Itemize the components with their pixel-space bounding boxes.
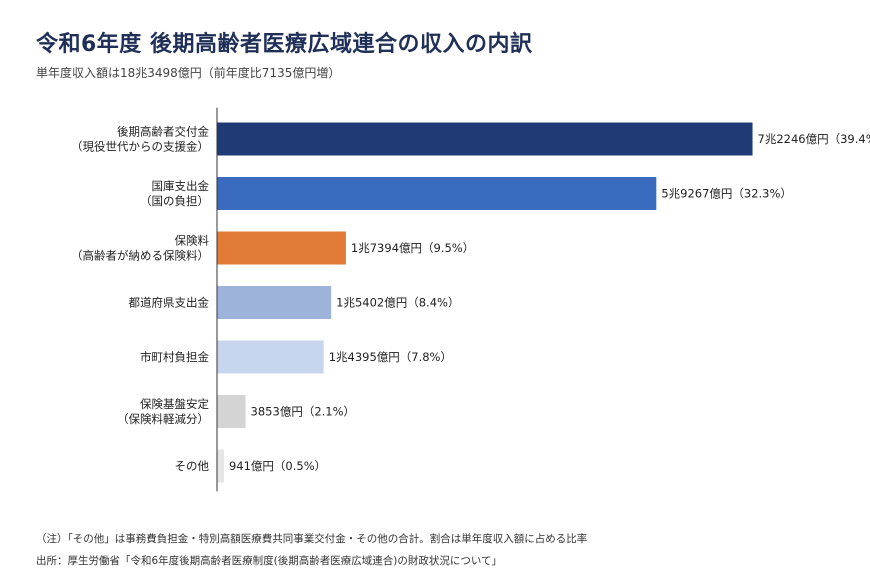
data-label: 3853億円（2.1%） [251,405,355,419]
data-label: 1兆7394億円（9.5%） [351,241,474,255]
chart-subtitle: 単年度収入額は18兆3498億円（前年度比7135億円増） [36,66,341,80]
category-label: その他 [175,459,210,473]
data-label: 1兆5402億円（8.4%） [336,296,459,310]
chart-source: 出所：厚生労働省「令和6年度後期高齢者医療制度(後期高齢者医療広域連合)の財政状… [36,555,503,567]
category-label: 都道府県支出金 [129,296,210,310]
data-label: 1兆4395億円（7.8%） [329,350,452,364]
category-label: （国の負担） [140,194,209,208]
chart-footnote: （注）「その他」は事務費負担金・特別高額医療費共同事業交付金・その他の合計。割合… [36,533,588,545]
category-label: （高齢者が納める保険料） [71,249,209,263]
chart-title: 令和6年度 後期高齢者医療広域連合の収入の内訳 [36,32,533,57]
data-label: 941億円（0.5%） [229,459,326,473]
bar [217,395,246,428]
data-label: 7兆2246億円（39.4%） [758,132,870,146]
bar [217,449,224,483]
category-label: 後期高齢者交付金 [117,125,209,139]
category-label: （保険料軽減分） [117,412,209,426]
data-label: 5兆9267億円（32.3%） [661,187,792,201]
category-label: 保険料 [175,234,210,248]
category-label: 国庫支出金 [152,179,210,193]
category-label: 保険基盤安定 [140,397,209,411]
bar [217,177,657,210]
category-label: 市町村負担金 [140,350,209,364]
bar [217,286,332,319]
bar [217,122,753,156]
bar [217,340,324,374]
bar [217,231,346,265]
category-label: （現役世代からの支援金） [71,140,209,154]
